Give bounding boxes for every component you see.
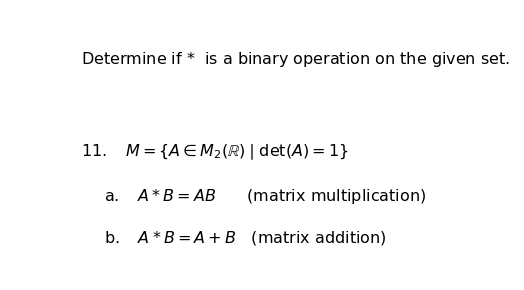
Text: $11.\quad M = \{A \in M_2(\mathbb{R})\mid \det(A) = 1\}$: $11.\quad M = \{A \in M_2(\mathbb{R})\mi… [81, 142, 348, 162]
Text: Determine if $*$  is a binary operation on the given set.: Determine if $*$ is a binary operation o… [81, 50, 510, 69]
Text: $\mathrm{b.}\quad A * B = A + B \quad \mathrm{(matrix\ addition)}$: $\mathrm{b.}\quad A * B = A + B \quad \m… [104, 229, 387, 247]
Text: $\mathrm{a.}\quad A * B = AB \qquad\mathrm{(matrix\ multiplication)}$: $\mathrm{a.}\quad A * B = AB \qquad\math… [104, 187, 426, 206]
